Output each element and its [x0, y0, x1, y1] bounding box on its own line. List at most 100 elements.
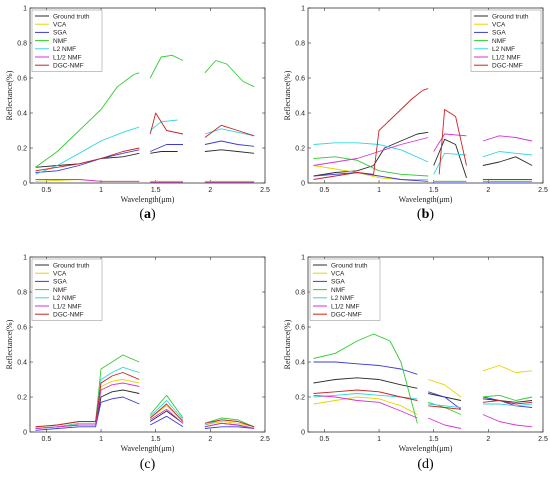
legend-label: L1/2 NMF	[331, 303, 360, 310]
y-tick-label: 0.2	[17, 146, 27, 153]
y-tick-label: 0	[23, 181, 27, 188]
y-tick-label: 0	[301, 430, 305, 437]
series-line-dgc-nmf-seg0	[313, 389, 418, 401]
panel-b: 0 0.2 0.4 0.6 0.8 1 0.5 1 1.5 2 2.5 Wavelength(μm) R…	[283, 6, 548, 223]
series-line-dgc-nmf-seg1	[149, 112, 184, 135]
legend-label: NMF	[53, 38, 67, 45]
y-tick-label: 0.4	[295, 111, 305, 118]
y-tick-label: 0.2	[295, 395, 305, 402]
legend-label: DGC-NMF	[53, 312, 84, 319]
y-tick-label: 1	[23, 255, 27, 262]
legend-label: Ground truth	[53, 13, 90, 20]
series-line-sga-seg2	[204, 140, 255, 147]
legend-label: L2 NMF	[53, 295, 76, 302]
series-line-l1-2-nmf-seg0	[313, 394, 418, 419]
x-tick-label: 1.5	[429, 187, 439, 194]
series-line-l2-nmf-seg1	[428, 403, 462, 408]
caption-paren-open: (	[140, 457, 145, 472]
y-tick-label: 0.2	[295, 146, 305, 153]
legend-label: SGA	[53, 279, 67, 286]
series-group	[313, 88, 533, 183]
legend-label: Ground truth	[492, 13, 529, 20]
x-axis-label: Wavelength(μm)	[399, 195, 453, 204]
series-line-dgc-nmf-seg0	[35, 372, 140, 428]
series-line-l1-2-nmf-seg2	[204, 422, 255, 429]
x-axis-label: Wavelength(μm)	[121, 195, 175, 204]
series-line-nmf-seg0	[313, 333, 418, 424]
caption-paren-close: )	[151, 457, 156, 472]
y-axis-label: Reflectance(%)	[283, 319, 292, 369]
series-line-sga-seg0	[35, 149, 140, 173]
x-tick-label: 2.5	[538, 436, 548, 443]
x-tick-label: 2.5	[260, 436, 270, 443]
series-line-nmf-seg1	[149, 54, 184, 79]
series-line-vca-seg0	[313, 396, 418, 415]
y-tick-label: 1	[23, 6, 27, 13]
y-tick-label: 0.6	[295, 325, 305, 332]
panel-caption: (d)	[417, 457, 434, 472]
caption-paren-open: (	[417, 457, 422, 472]
series-line-dgc-nmf-seg1	[438, 109, 467, 175]
series-group	[35, 54, 255, 183]
y-tick-label: 0	[301, 181, 305, 188]
caption-paren-close: )	[151, 207, 156, 222]
series-line-l2-nmf-seg1	[149, 400, 184, 421]
series-line-nmf-seg0	[35, 72, 140, 168]
series-line-dgc-nmf-seg1	[149, 403, 184, 422]
panel-d: 0 0.2 0.4 0.6 0.8 1 0.5 1 1.5 2 2.5 Wavelength(μm) R…	[283, 255, 548, 473]
series-line-dgc-nmf-seg0	[35, 147, 140, 172]
series-line-sga-seg2	[482, 396, 533, 408]
series-line-l2-nmf-seg2	[482, 151, 533, 158]
legend-label: VCA	[331, 271, 345, 278]
y-axis-label: Reflectance(%)	[5, 319, 14, 369]
x-tick-label: 1	[377, 436, 381, 443]
series-line-ground-truth-seg2	[482, 398, 533, 403]
legend-label: SGA	[492, 30, 506, 37]
legend-label: L2 NMF	[53, 46, 76, 53]
panel-caption: (b)	[417, 207, 434, 222]
series-line-ground-truth-seg2	[204, 149, 255, 154]
series-line-sga-seg1	[149, 415, 184, 428]
series-line-l1-2-nmf-seg2	[482, 414, 533, 428]
x-tick-label: 2	[208, 436, 212, 443]
legend-label: NMF	[331, 287, 345, 294]
legend-label: L2 NMF	[331, 295, 354, 302]
x-tick-label: 1	[99, 436, 103, 443]
y-tick-label: 0.4	[17, 111, 27, 118]
y-tick-label: 0.8	[295, 290, 305, 297]
legend-label: DGC-NMF	[53, 63, 84, 70]
y-tick-label: 1	[301, 255, 305, 262]
series-line-dgc-nmf-seg1	[428, 405, 462, 410]
caption-paren-open: (	[417, 207, 422, 222]
x-tick-label: 0.5	[42, 187, 52, 194]
series-line-nmf-seg2	[204, 60, 255, 88]
series-line-l1-2-nmf-seg0	[35, 179, 140, 182]
series-line-sga-seg0	[35, 396, 140, 431]
x-tick-label: 0.5	[42, 436, 52, 443]
x-axis-label: Wavelength(μm)	[399, 444, 453, 453]
x-tick-label: 2	[486, 187, 490, 194]
series-line-vca-seg2	[204, 421, 255, 428]
x-tick-label: 2	[486, 436, 490, 443]
series-line-ground-truth-seg0	[313, 131, 429, 177]
series-group	[35, 354, 255, 431]
series-line-ground-truth-seg0	[313, 377, 418, 389]
series-line-l1-2-nmf-seg1	[149, 408, 184, 424]
y-axis-label: Reflectance(%)	[283, 70, 292, 120]
caption-letter: a	[144, 207, 151, 222]
x-axis-label: Wavelength(μm)	[121, 444, 175, 453]
series-line-l1-2-nmf-seg1	[433, 133, 467, 152]
y-tick-label: 0.6	[17, 76, 27, 83]
y-tick-label: 0	[23, 430, 27, 437]
series-line-ground-truth-seg2	[482, 156, 533, 166]
series-line-l2-nmf-seg0	[313, 142, 429, 163]
caption-letter: b	[422, 207, 430, 222]
panel-a: 0 0.2 0.4 0.6 0.8 1 0.5 1 1.5 2 2.5 Wavelength(μm) R…	[5, 6, 270, 223]
legend-label: NMF	[53, 287, 67, 294]
y-tick-label: 0.4	[295, 360, 305, 367]
series-line-ground-truth-seg1	[150, 151, 178, 154]
series-line-l2-nmf-seg0	[35, 126, 140, 175]
